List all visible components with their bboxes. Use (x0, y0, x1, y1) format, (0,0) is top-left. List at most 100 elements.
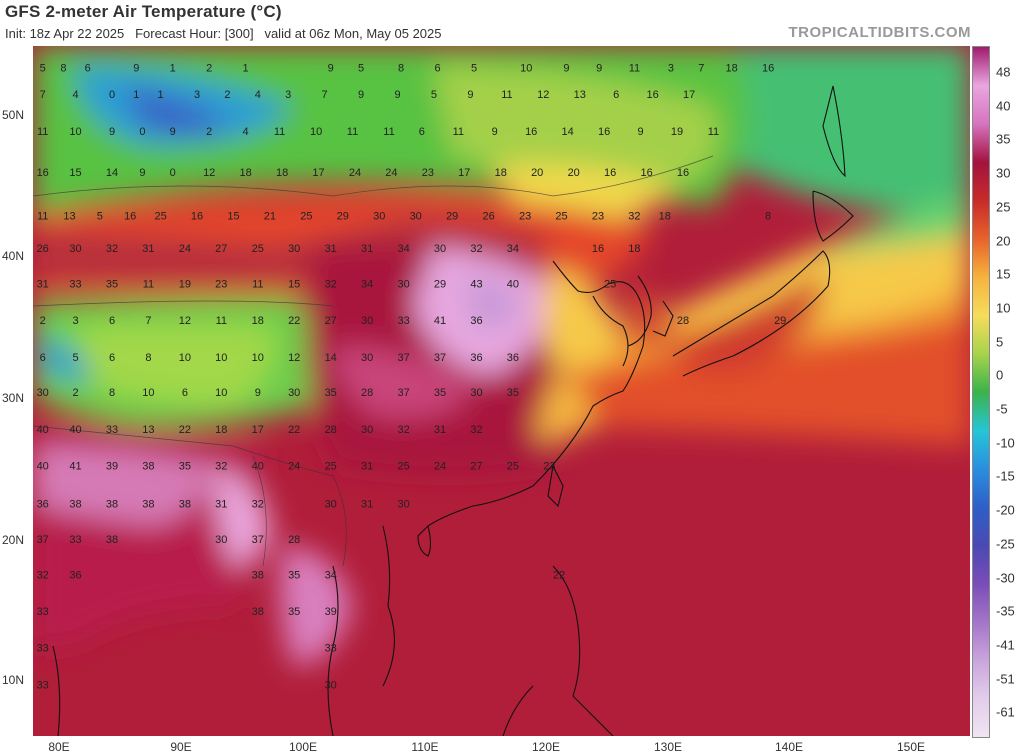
colorbar-label: -61 (996, 704, 1015, 720)
temperature-value: 16 (598, 126, 610, 138)
temperature-value: 37 (397, 387, 409, 399)
temperature-value: 41 (69, 461, 81, 473)
temperature-value: 40 (69, 424, 81, 436)
lon-label-150e: 150E (896, 740, 926, 754)
temperature-value: 13 (574, 89, 586, 101)
temperature-value: 32 (470, 424, 482, 436)
colorbar (972, 46, 990, 738)
temperature-value: 19 (179, 279, 191, 291)
temperature-value: 0 (139, 126, 145, 138)
colorbar-label: -20 (996, 502, 1015, 518)
temperature-value: 30 (215, 534, 227, 546)
temperature-value: 30 (410, 211, 422, 223)
init-time: Init: 18z Apr 22 2025 (5, 26, 125, 41)
temperature-value: 29 (774, 315, 786, 327)
temperature-value: 30 (361, 315, 373, 327)
temperature-value: 31 (361, 243, 373, 255)
temperature-value: 36 (37, 499, 49, 511)
temperature-value: 28 (677, 315, 689, 327)
temperature-value: 14 (561, 126, 573, 138)
temperature-value: 11 (501, 89, 512, 101)
temperature-value: 4 (255, 89, 261, 101)
colorbar-label: 30 (996, 165, 1011, 181)
map-title: GFS 2-meter Air Temperature (°C) (5, 2, 282, 21)
temperature-value: 8 (60, 62, 66, 74)
temperature-value: 34 (507, 243, 519, 255)
temperature-value: 9 (328, 62, 334, 74)
temperature-value: 22 (288, 424, 300, 436)
temperature-value: 10 (310, 126, 322, 138)
temperature-value: 35 (325, 387, 337, 399)
temperature-value: 11 (708, 126, 719, 138)
temperature-value: 9 (133, 62, 139, 74)
temperature-value: 22 (179, 424, 191, 436)
temperature-value: 20 (531, 167, 543, 179)
temperature-value: 32 (397, 424, 409, 436)
temperature-value: 40 (37, 424, 49, 436)
temperature-value: 32 (628, 211, 640, 223)
temperature-value: 30 (288, 387, 300, 399)
temperature-field (33, 46, 970, 666)
temperature-value: 30 (397, 279, 409, 291)
colorbar-label: 0 (996, 367, 1004, 383)
temperature-value: 13 (63, 211, 75, 223)
forecast-hour: Forecast Hour: [300] (135, 26, 254, 41)
temperature-value: 31 (37, 279, 49, 291)
temperature-value: 27 (470, 461, 482, 473)
temperature-value: 10 (520, 62, 532, 74)
temperature-value: 24 (434, 461, 446, 473)
temperature-value: 24 (288, 461, 300, 473)
temperature-value: 9 (394, 89, 400, 101)
colorbar-label: 5 (996, 334, 1004, 350)
colorbar-label: -35 (996, 603, 1015, 619)
temperature-value: 30 (361, 352, 373, 364)
colorbar-label: -10 (996, 435, 1015, 451)
temperature-map: 5 8 6 9 1 2 1 9 5 8 6 5 10 9 9 11 3 7 18 16 7 4 0 1 1 3 2 4 3 7 9 9 5 9 11… (33, 46, 970, 736)
temperature-value: 11 (274, 126, 285, 138)
temperature-value: 0 (170, 167, 176, 179)
temperature-value: 31 (434, 424, 446, 436)
map-subtitle: Init: 18z Apr 22 2025 Forecast Hour: [30… (5, 26, 442, 41)
temperature-value: 16 (191, 211, 203, 223)
temperature-value: 14 (106, 167, 118, 179)
temperature-value: 25 (604, 279, 616, 291)
temperature-value: 25 (555, 211, 567, 223)
lat-label-50n: 50N (2, 108, 25, 122)
temperature-value: 17 (312, 167, 324, 179)
temperature-value: 35 (179, 461, 191, 473)
temperature-value: 34 (361, 279, 373, 291)
temperature-value: 29 (337, 211, 349, 223)
temperature-value: 16 (677, 167, 689, 179)
temperature-value: 38 (252, 606, 264, 618)
temperature-value: 10 (69, 126, 81, 138)
temperature-value: 10 (179, 352, 191, 364)
temperature-value: 2 (40, 315, 46, 327)
temperature-value: 30 (373, 211, 385, 223)
temperature-value: 32 (106, 243, 118, 255)
temperature-value: 11 (629, 62, 640, 74)
temperature-value: 36 (470, 352, 482, 364)
temperature-value: 36 (69, 569, 81, 581)
temperature-value: 39 (325, 606, 337, 618)
temperature-value: 29 (434, 279, 446, 291)
temperature-labels: 5 8 6 9 1 2 1 9 5 8 6 5 10 9 9 11 3 7 18 167 4 0 1 1 3 2 4 3 7 9 9 5 9 11… (37, 62, 787, 691)
temperature-value: 3 (285, 89, 291, 101)
temperature-value: 30 (325, 680, 337, 692)
temperature-value: 23 (422, 167, 434, 179)
temperature-value: 30 (288, 243, 300, 255)
colorbar-label: -5 (996, 401, 1008, 417)
colorbar-label: 15 (996, 266, 1011, 282)
temperature-value: 33 (397, 315, 409, 327)
temperature-value: 23 (592, 211, 604, 223)
temperature-value: 9 (109, 126, 115, 138)
temperature-value: 37 (397, 352, 409, 364)
temperature-value: 13 (142, 424, 154, 436)
temperature-value: 17 (458, 167, 470, 179)
temperature-value: 5 (72, 352, 78, 364)
lat-label-40n: 40N (2, 249, 25, 263)
temperature-value: 1 (133, 89, 139, 101)
temperature-value: 3 (72, 315, 78, 327)
temperature-value: 31 (361, 461, 373, 473)
temperature-value: 4 (243, 126, 249, 138)
valid-time: valid at 06z Mon, May 05 2025 (264, 26, 442, 41)
